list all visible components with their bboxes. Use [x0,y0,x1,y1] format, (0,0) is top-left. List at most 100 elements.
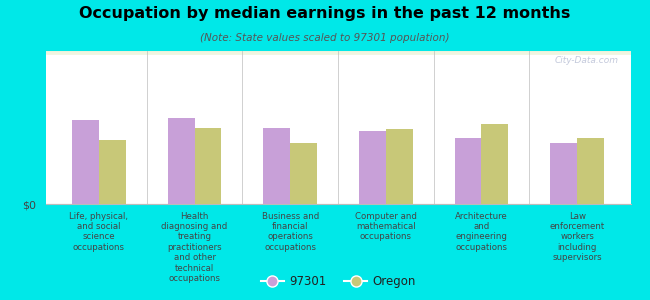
Bar [46,51,630,52]
Bar [46,51,630,52]
Bar [46,51,630,52]
Bar [46,51,630,52]
Bar [46,51,630,52]
Bar [46,51,630,52]
Bar [46,51,630,52]
Bar [46,51,630,52]
Bar [46,51,630,52]
Bar [46,51,630,52]
Bar [46,51,630,52]
Bar [46,51,630,52]
Bar [46,51,630,52]
Bar [577,138,604,204]
Bar [46,51,630,52]
Bar [46,51,630,52]
Bar [46,51,630,52]
Bar [46,51,630,52]
Bar [46,51,630,52]
Text: (Note: State values scaled to 97301 population): (Note: State values scaled to 97301 popu… [200,33,450,43]
Legend: 97301, Oregon: 97301, Oregon [256,271,420,293]
Bar [46,51,630,52]
Bar [46,51,630,52]
Bar [46,51,630,52]
Bar [359,130,386,204]
Bar [46,51,630,52]
Bar [46,51,630,52]
Bar [46,51,630,52]
Bar [46,51,630,52]
Bar [46,51,630,52]
Bar [46,51,630,52]
Bar [46,51,630,52]
Bar [46,51,630,52]
Bar [46,51,630,52]
Bar [46,51,630,52]
Bar [46,51,630,52]
Bar [46,51,630,52]
Bar [46,51,630,52]
Bar [551,143,577,204]
Bar [46,51,630,52]
Bar [46,51,630,52]
Bar [46,51,630,52]
Bar [46,51,630,52]
Bar [46,51,630,52]
Bar [46,51,630,52]
Bar [46,51,630,52]
Bar [46,51,630,52]
Bar [46,51,630,52]
Bar [46,51,630,52]
Bar [46,51,630,52]
Text: Occupation by median earnings in the past 12 months: Occupation by median earnings in the pas… [79,6,571,21]
Bar [46,51,630,52]
Bar [46,51,630,52]
Bar [46,51,630,52]
Bar [46,51,630,52]
Bar [46,51,630,52]
Bar [455,138,482,204]
Bar [46,51,630,52]
Bar [46,51,630,52]
Bar [46,51,630,52]
Bar [46,51,630,52]
Bar [46,51,630,52]
Bar [46,51,630,52]
Bar [46,51,630,52]
Bar [46,51,630,52]
Bar [46,51,630,52]
Text: City-Data.com: City-Data.com [555,56,619,64]
Bar [46,51,630,52]
Bar [46,51,630,52]
Bar [46,51,630,52]
Bar [46,51,630,52]
Bar [46,51,630,52]
Bar [46,51,630,52]
Bar [46,51,630,52]
Bar [46,51,630,52]
Bar [46,51,630,52]
Bar [46,51,630,52]
Bar [46,51,630,52]
Bar [46,51,630,52]
Bar [46,51,630,52]
Bar [46,51,630,52]
Bar [482,124,508,204]
Bar [46,51,630,52]
Bar [46,51,630,52]
Bar [46,51,630,52]
Bar [46,51,630,52]
Bar [46,51,630,52]
Bar [386,129,413,204]
Bar [46,51,630,52]
Bar [46,51,630,52]
Bar [46,51,630,52]
Bar [46,51,630,52]
Bar [46,51,630,52]
Bar [46,51,630,52]
Bar [46,51,630,52]
Bar [46,51,630,52]
Bar [46,51,630,52]
Bar [168,118,194,204]
Bar [46,51,630,52]
Bar [46,51,630,52]
